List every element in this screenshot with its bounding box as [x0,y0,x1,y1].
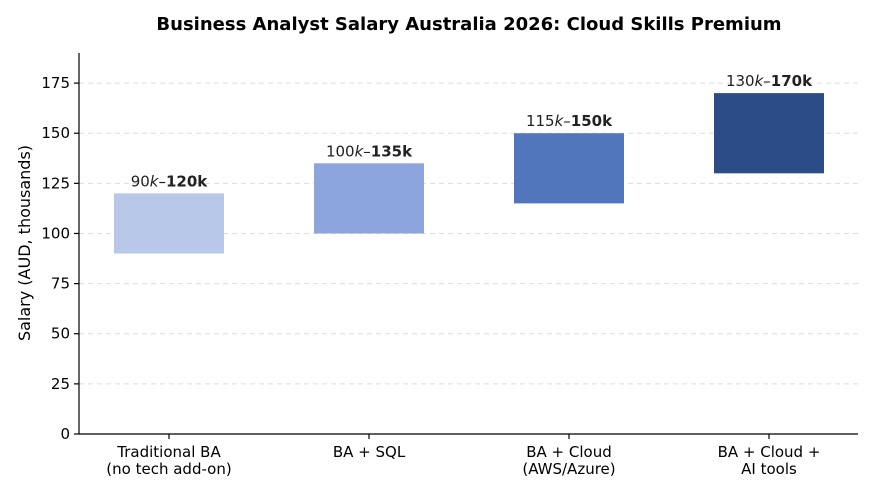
bar-range-unit: k [150,172,160,190]
bar-range-low: 130 [726,72,755,90]
bar-range-unit: k [555,112,565,130]
y-tick-label: 175 [41,74,70,92]
y-tick-label: 25 [51,375,70,393]
bar-range-high: 135k [371,142,413,160]
y-tick-label: 50 [51,325,70,343]
bar-range-label: 90k–120k [131,172,209,190]
x-tick-label: (no tech add-on) [106,460,231,478]
bar-range-separator: – [158,172,166,190]
x-tick-label: (AWS/Azure) [522,460,615,478]
x-tick-label: BA + Cloud + [718,443,821,461]
y-axis-label: Salary (AUD, thousands) [15,145,34,341]
bar-range-high: 170k [771,72,813,90]
bar-range-label: 115k–150k [526,112,613,130]
bars [114,93,824,254]
y-tick-label: 0 [60,425,70,443]
bar-range-unit: k [355,142,365,160]
bar-range-high: 150k [571,112,613,130]
x-tick-label: AI tools [741,460,797,478]
chart-title: Business Analyst Salary Australia 2026: … [156,14,781,35]
bar-range-low: 100 [326,142,355,160]
x-ticks: Traditional BA(no tech add-on) BA + SQL BA… [106,434,820,478]
bar-range-low: 115 [526,112,555,130]
x-tick-label: BA + Cloud [526,443,612,461]
x-tick-label: Traditional BA [116,443,221,461]
bar-range-label: 100k–135k [326,142,413,160]
bar-range-label: 130k–170k [726,72,813,90]
x-tick-label: BA + SQL [333,443,406,461]
axes [78,53,858,435]
bar-range-separator: – [363,142,371,160]
bar [714,93,824,174]
y-ticks: 0 25 50 75 100 125 150 175 [41,74,79,443]
y-tick-label: 75 [51,275,70,293]
bar [314,163,424,234]
y-tick-label: 125 [41,174,70,192]
bar-range-low: 90 [131,172,150,190]
y-tick-label: 150 [41,124,70,142]
bar [114,193,224,254]
bar-range-separator: – [563,112,571,130]
bar-range-high: 120k [166,172,208,190]
bar-range-unit: k [755,72,765,90]
bar-range-separator: – [763,72,771,90]
y-tick-label: 100 [41,224,70,242]
bar [514,133,624,204]
